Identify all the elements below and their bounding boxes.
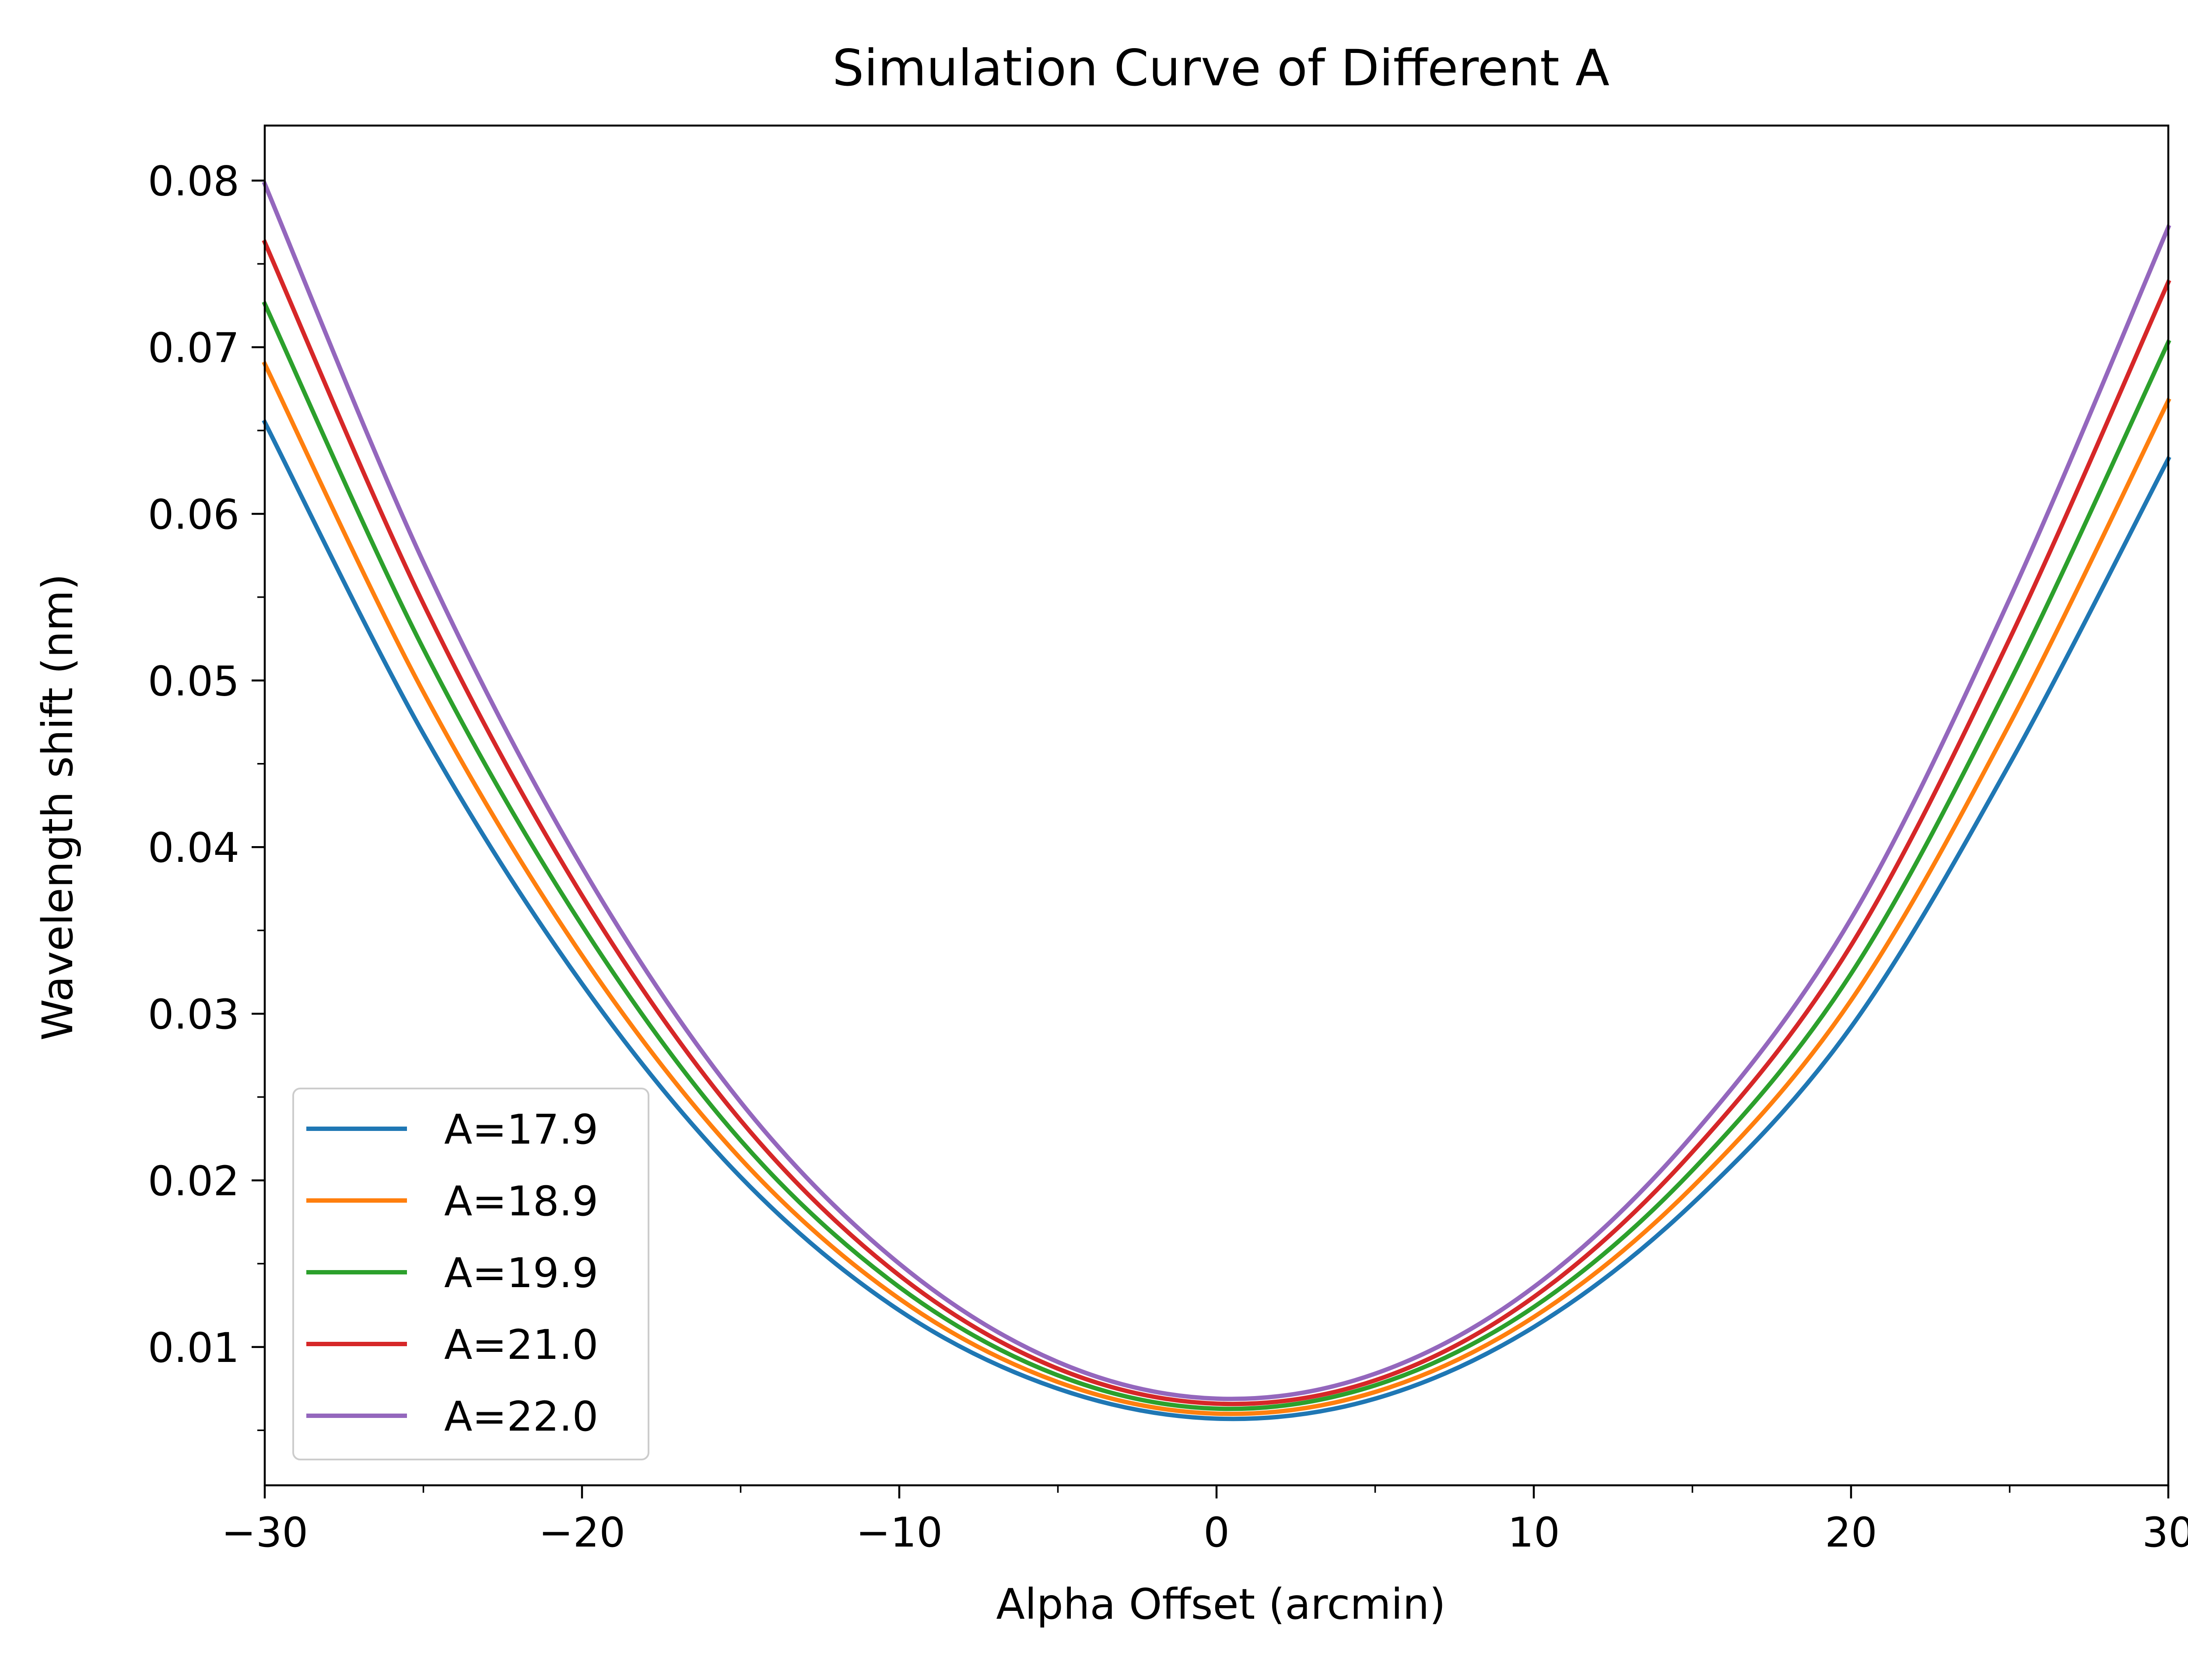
series-line-1 bbox=[262, 419, 2171, 1421]
y-tick-label: 0.05 bbox=[148, 658, 239, 705]
x-tick-label: 0 bbox=[1203, 1509, 1230, 1557]
y-tick-label: 0.02 bbox=[148, 1158, 239, 1205]
x-tick-label: 30 bbox=[2142, 1509, 2188, 1557]
x-tick-label: −20 bbox=[539, 1509, 625, 1557]
legend-label: A=17.9 bbox=[444, 1106, 598, 1154]
legend-label: A=21.0 bbox=[444, 1321, 598, 1369]
legend-box bbox=[292, 1088, 649, 1460]
x-tick-label: 10 bbox=[1508, 1509, 1560, 1557]
y-axis-label: Wavelength shift (nm) bbox=[33, 574, 82, 1040]
x-tick-label: −10 bbox=[856, 1509, 943, 1557]
series-layer bbox=[262, 181, 2171, 1421]
legend: A=17.9 A=18.9 A=19.9 A=21.0 A=22.0 bbox=[292, 1088, 649, 1460]
y-tick-label: 0.08 bbox=[148, 158, 239, 206]
y-tick-label: 0.03 bbox=[148, 991, 239, 1039]
x-axis-label: Alpha Offset (arcmin) bbox=[996, 1580, 1445, 1629]
legend-label: A=19.9 bbox=[444, 1250, 598, 1297]
legend-label: A=18.9 bbox=[444, 1178, 598, 1225]
series-line-4 bbox=[262, 239, 2171, 1407]
y-tick-label: 0.06 bbox=[148, 491, 239, 539]
x-tick-label: −30 bbox=[221, 1509, 308, 1557]
series-line-5 bbox=[262, 181, 2171, 1401]
legend-items: A=17.9 A=18.9 A=19.9 A=21.0 A=22.0 bbox=[306, 1106, 598, 1441]
chart-title: Simulation Curve of Different A bbox=[832, 39, 1609, 97]
x-tick-label: 20 bbox=[1825, 1509, 1877, 1557]
series-line-3 bbox=[262, 301, 2171, 1411]
legend-label: A=22.0 bbox=[444, 1393, 598, 1441]
ticks-layer: −30 −20 −10 0 10 20 30 0.01 0.02 0.03 0.04 0.05 0.06… bbox=[148, 158, 2188, 1557]
series-line-2 bbox=[262, 361, 2171, 1416]
y-tick-label: 0.04 bbox=[148, 824, 239, 872]
y-tick-label: 0.07 bbox=[148, 325, 239, 372]
y-tick-label: 0.01 bbox=[148, 1324, 239, 1372]
